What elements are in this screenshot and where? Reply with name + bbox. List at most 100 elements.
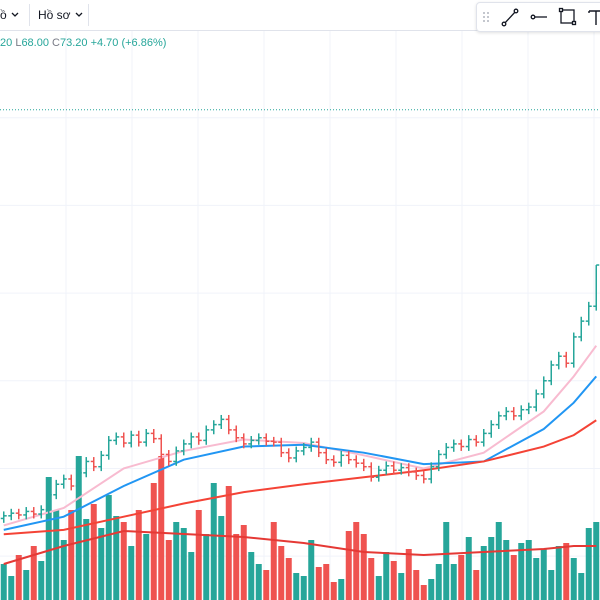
volume-bar <box>173 522 180 600</box>
volume-bar <box>75 456 82 600</box>
ohlc-bar <box>8 508 15 521</box>
volume-bar <box>180 528 187 600</box>
volume-bar <box>578 573 585 600</box>
ohlc-bar <box>315 437 322 458</box>
volume-bar <box>105 495 112 600</box>
ohlc-bar <box>510 407 517 421</box>
volume-bar <box>203 534 210 600</box>
ohlc-bar <box>548 360 555 386</box>
moving-average-line <box>3 529 597 565</box>
horizontal-ray-tool[interactable] <box>530 14 547 20</box>
volume-bar <box>270 522 277 600</box>
ohlc-bar <box>135 430 142 447</box>
volume-bar <box>533 558 540 600</box>
ohlc-bar <box>413 467 420 480</box>
ohlc-bar <box>165 450 172 466</box>
volume-bar <box>300 576 307 600</box>
chevron <box>75 12 83 17</box>
volume-bar <box>345 531 352 600</box>
menu-chart[interactable]: ồ <box>0 8 20 22</box>
volume-bar <box>503 540 510 600</box>
volume-bar <box>165 540 172 600</box>
separator <box>88 4 89 26</box>
volume-bar <box>120 522 127 600</box>
moving-average-line <box>3 375 598 531</box>
ohlc-bar <box>308 437 315 452</box>
ohlc-bar <box>210 420 217 435</box>
volume-bar <box>98 528 105 600</box>
menu-label: ồ <box>0 8 7 22</box>
ohlc-bar <box>375 465 382 482</box>
volume-bar <box>53 510 60 600</box>
volume-bar <box>60 540 67 600</box>
legend-value: 73.20 <box>59 37 88 49</box>
ohlc-bar <box>233 425 240 443</box>
tool-icons <box>483 7 600 27</box>
volume-bar <box>23 570 30 600</box>
volume-bar <box>263 570 270 600</box>
ohlc-bar <box>420 471 427 484</box>
ohlc-bar <box>158 434 165 459</box>
ohlc-bar <box>143 429 150 447</box>
volume-bar <box>293 573 300 600</box>
ohlc-bar <box>53 479 60 500</box>
ohlc-bar <box>75 468 82 491</box>
top-bar: ồ Hồ sơ <box>0 0 600 32</box>
ohlc-bar <box>593 264 600 311</box>
volume-bar <box>593 522 600 600</box>
ohlc-bar <box>188 432 195 449</box>
ohlc-bar <box>450 439 457 452</box>
volume-bar <box>68 510 75 600</box>
volume-bar <box>128 546 135 600</box>
volume-bar <box>210 483 217 600</box>
volume-bar <box>45 477 52 600</box>
ohlc-bar <box>398 463 405 475</box>
legend-label: C <box>52 37 60 49</box>
legend-label: L <box>15 37 22 49</box>
drawing-toolbar <box>476 2 600 32</box>
ohlc-bar <box>390 461 397 475</box>
volume-bar <box>330 582 337 600</box>
volume-bar <box>15 555 22 600</box>
volume-bar <box>473 570 480 600</box>
ohlc-bar <box>585 301 592 326</box>
volume-bar <box>458 555 465 600</box>
volume-bar <box>525 540 532 600</box>
volume-bar <box>195 510 202 600</box>
ohlc-bar <box>360 458 367 472</box>
ohlc-bar <box>383 461 390 475</box>
volume-bar <box>233 534 240 600</box>
ohlc-bar <box>173 446 180 466</box>
ohlc-bar <box>480 429 487 447</box>
volume-bar <box>548 570 555 600</box>
volume-bar <box>315 567 322 600</box>
moving-average-line <box>3 345 598 527</box>
ohlc-bar <box>60 474 67 489</box>
ohlc-bar <box>218 414 225 429</box>
ohlc-bar <box>405 463 412 477</box>
legend-value: 20 <box>0 37 13 49</box>
ohlc-bar <box>180 439 187 456</box>
ohlc-bar <box>443 443 450 459</box>
ohlc-bar <box>255 433 262 445</box>
rectangle-tool[interactable] <box>558 7 577 26</box>
ohlc-bar <box>570 332 577 368</box>
trend-line-tool[interactable] <box>501 8 519 27</box>
menu-profile[interactable]: Hồ sơ <box>38 8 84 22</box>
ohlc-bar <box>38 505 45 519</box>
volume-bar <box>480 546 487 600</box>
volume-bar <box>308 540 315 600</box>
volume-bar <box>338 579 345 600</box>
volume-bar <box>218 516 225 600</box>
volume-bar <box>465 537 472 600</box>
volume-bar <box>135 510 142 600</box>
volume-bar <box>413 570 420 600</box>
ohlc-bar <box>248 436 255 449</box>
vertical-grid <box>65 30 595 600</box>
volume-bar <box>405 549 412 600</box>
ohlc-bar <box>540 376 547 399</box>
ohlc-bar <box>353 455 360 468</box>
ohlc-bar <box>330 455 337 467</box>
text-tool[interactable] <box>588 10 600 25</box>
